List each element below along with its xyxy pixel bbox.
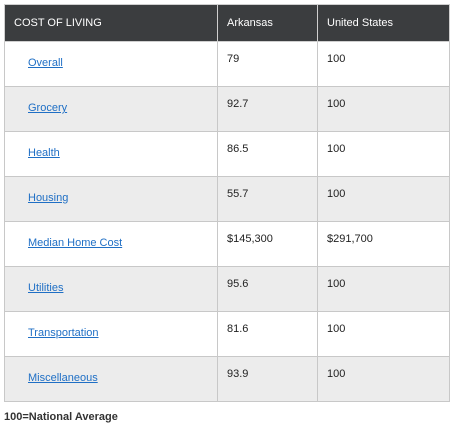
arkansas-value: 79: [227, 53, 240, 65]
arkansas-value: 93.9: [227, 368, 249, 380]
us-cell: 100: [317, 131, 450, 177]
arkansas-cell: 92.7: [217, 86, 318, 132]
arkansas-cell: $145,300: [217, 221, 318, 267]
category-cell: Utilities: [4, 266, 218, 312]
us-value: 100: [327, 188, 346, 200]
arkansas-cell: 93.9: [217, 356, 318, 402]
category-cell: Housing: [4, 176, 218, 222]
arkansas-cell: 95.6: [217, 266, 318, 312]
cost-of-living-table-container: COST OF LIVING Arkansas United States Ov…: [4, 4, 450, 402]
header-arkansas: Arkansas: [217, 4, 318, 42]
table-row: Utilities 95.6 100: [4, 266, 450, 312]
arkansas-value: 55.7: [227, 188, 249, 200]
table-row: Grocery 92.7 100: [4, 86, 450, 132]
arkansas-cell: 86.5: [217, 131, 318, 177]
us-value: 100: [327, 368, 346, 380]
table-row: Miscellaneous 93.9 100: [4, 356, 450, 402]
arkansas-value: $145,300: [227, 233, 273, 245]
us-value: $291,700: [327, 233, 373, 245]
category-cell: Transportation: [4, 311, 218, 357]
footnote: 100=National Average: [4, 411, 118, 423]
category-cell: Median Home Cost: [4, 221, 218, 267]
us-cell: 100: [317, 356, 450, 402]
us-cell: 100: [317, 41, 450, 87]
table-row: Median Home Cost $145,300 $291,700: [4, 221, 450, 267]
table-header-row: COST OF LIVING Arkansas United States: [4, 4, 450, 42]
header-united-states: United States: [317, 4, 450, 42]
category-cell: Miscellaneous: [4, 356, 218, 402]
arkansas-value: 81.6: [227, 323, 249, 335]
arkansas-value: 92.7: [227, 98, 249, 110]
us-cell: $291,700: [317, 221, 450, 267]
table-row: Transportation 81.6 100: [4, 311, 450, 357]
arkansas-cell: 55.7: [217, 176, 318, 222]
us-cell: 100: [317, 311, 450, 357]
cost-of-living-table: COST OF LIVING Arkansas United States Ov…: [4, 4, 450, 402]
us-cell: 100: [317, 86, 450, 132]
health-link[interactable]: Health: [28, 147, 60, 159]
us-cell: 100: [317, 266, 450, 312]
transportation-link[interactable]: Transportation: [28, 327, 99, 339]
header-cost-of-living: COST OF LIVING: [4, 4, 218, 42]
us-value: 100: [327, 323, 346, 335]
arkansas-value: 86.5: [227, 143, 249, 155]
us-value: 100: [327, 143, 346, 155]
miscellaneous-link[interactable]: Miscellaneous: [28, 372, 98, 384]
grocery-link[interactable]: Grocery: [28, 102, 68, 114]
us-value: 100: [327, 98, 346, 110]
table-row: Housing 55.7 100: [4, 176, 450, 222]
category-cell: Overall: [4, 41, 218, 87]
table-row: Health 86.5 100: [4, 131, 450, 177]
arkansas-cell: 81.6: [217, 311, 318, 357]
us-value: 100: [327, 53, 346, 65]
arkansas-value: 95.6: [227, 278, 249, 290]
median-home-cost-link[interactable]: Median Home Cost: [28, 237, 123, 249]
utilities-link[interactable]: Utilities: [28, 282, 64, 294]
us-value: 100: [327, 278, 346, 290]
arkansas-cell: 79: [217, 41, 318, 87]
table-row: Overall 79 100: [4, 41, 450, 87]
category-cell: Health: [4, 131, 218, 177]
us-cell: 100: [317, 176, 450, 222]
category-cell: Grocery: [4, 86, 218, 132]
housing-link[interactable]: Housing: [28, 192, 69, 204]
overall-link[interactable]: Overall: [28, 57, 63, 69]
